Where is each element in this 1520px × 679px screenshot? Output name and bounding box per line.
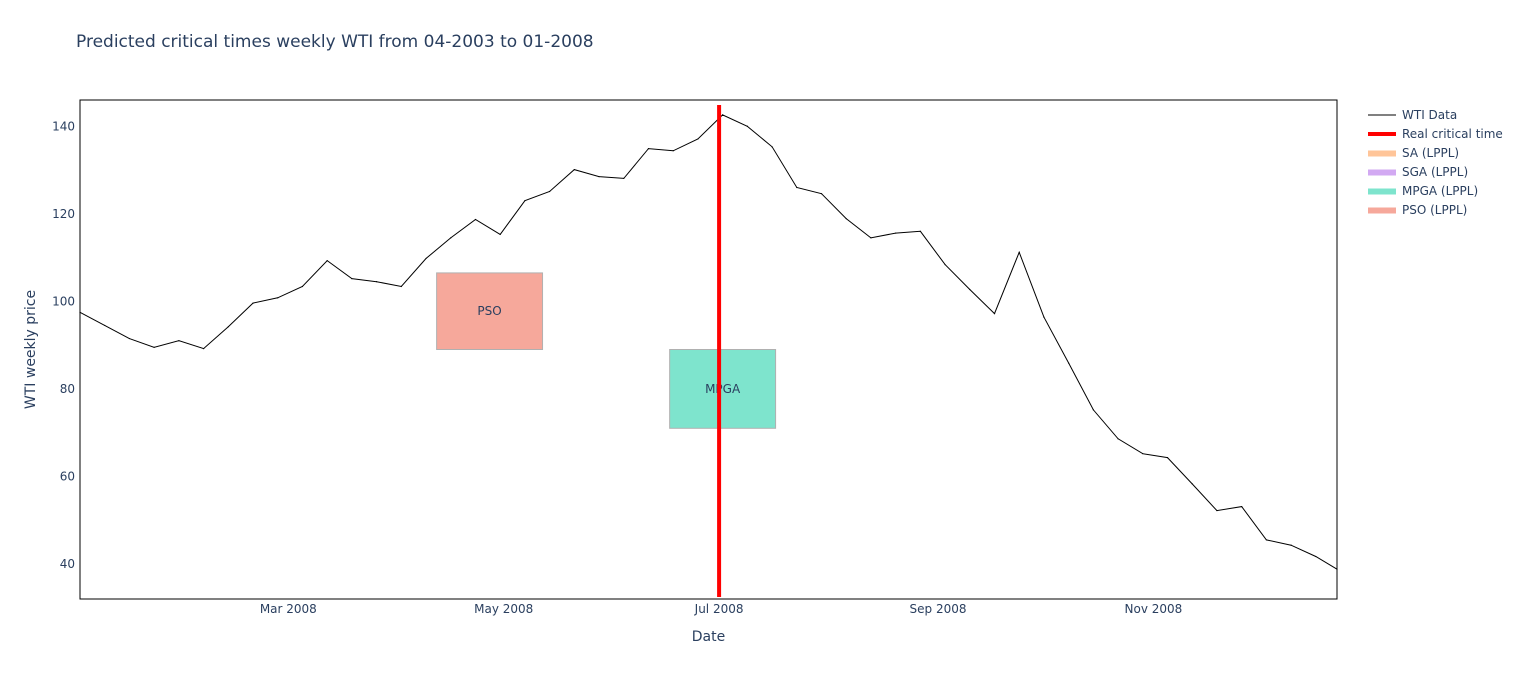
chart-title: Predicted critical times weekly WTI from… [76,32,594,52]
legend-item[interactable]: WTI Data [1368,108,1457,122]
x-tick-label: Mar 2008 [260,602,317,616]
data-point [771,146,773,148]
legend-item[interactable]: SGA (LPPL) [1368,165,1468,179]
data-point [1290,544,1292,546]
x-tick-label: Nov 2008 [1125,602,1183,616]
legend-label: WTI Data [1402,108,1457,122]
data-point [1018,251,1020,253]
data-point [993,313,996,315]
legend-swatch [1368,150,1396,157]
data-point [1166,457,1169,459]
data-point [1216,509,1218,512]
legend-label: SGA (LPPL) [1402,165,1468,179]
data-point [252,302,254,304]
data-point [895,232,897,234]
legend-item[interactable]: SA (LPPL) [1368,146,1459,160]
legend-label: MPGA (LPPL) [1402,184,1478,198]
data-point [1315,555,1317,558]
x-tick-label: May 2008 [474,602,533,616]
legend[interactable]: WTI Data Real critical time SA (LPPL) SGA (… [1368,108,1503,217]
prediction-box-label: PSO [477,304,501,318]
prediction-box-pso [436,272,544,350]
data-point [277,297,279,299]
legend-label: Real critical time [1402,127,1503,141]
x-tick-label: Sep 2008 [910,602,967,616]
data-point [202,348,205,350]
y-tick-label: 60 [60,469,75,483]
legend-label: PSO (LPPL) [1402,203,1467,217]
data-point [499,233,501,235]
plot-frame [79,99,1338,600]
data-point [944,263,946,266]
data-point [1043,316,1045,318]
data-point [375,281,378,283]
data-point [623,177,625,179]
x-axis-ticks: Mar 2008 May 2008 Jul 2008 Sep 2008 Nov 2008 [260,602,1182,616]
data-point [697,138,699,140]
legend-swatch [1368,188,1396,195]
data-point [796,186,798,189]
legend-item[interactable]: PSO (LPPL) [1368,203,1467,217]
data-point [178,340,180,342]
data-point [647,147,650,150]
data-point [400,285,402,288]
data-point [1265,539,1267,541]
data-point [524,200,526,202]
data-point [104,324,106,327]
data-point [820,193,823,195]
y-tick-label: 40 [60,557,75,571]
prediction-box-label: MPGA [705,382,741,396]
legend-item[interactable]: MPGA (LPPL) [1368,184,1478,198]
data-point [227,326,229,328]
y-axis-ticks: 40 60 80 100 120 140 [52,119,75,571]
data-point [301,285,304,288]
data-point [549,190,551,193]
data-point [870,237,872,239]
y-tick-label: 120 [52,207,75,221]
data-point [1191,483,1193,485]
data-point [598,176,600,178]
data-point [746,125,748,127]
legend-swatch [1368,207,1396,214]
legend-item[interactable]: Real critical time [1368,127,1503,141]
data-point [1142,453,1144,455]
data-point [1068,362,1070,364]
prediction-boxes: MPGA PSO [436,272,777,429]
x-axis-title: Date [692,629,725,645]
data-point [919,230,921,232]
data-point [722,114,724,116]
y-axis-title: WTI weekly price [23,290,39,409]
legend-label: SA (LPPL) [1402,146,1459,160]
y-tick-label: 80 [60,382,75,396]
data-point [351,277,353,280]
data-point [153,346,155,348]
data-point [1241,506,1243,508]
data-point [672,150,674,152]
legend-swatch [1368,169,1396,176]
data-point [1117,438,1119,440]
data-point [128,337,131,340]
data-point [425,257,427,260]
series-line-wti [79,114,1338,570]
data-point [450,237,452,239]
x-tick-label: Jul 2008 [694,602,744,616]
data-point [326,260,328,262]
data-point [969,288,971,291]
data-point [845,218,847,220]
y-tick-label: 140 [52,119,75,133]
data-point [573,168,575,171]
data-point [1092,409,1094,411]
prediction-box-mpga [669,349,777,429]
y-tick-label: 100 [52,294,75,308]
data-point [474,218,477,221]
